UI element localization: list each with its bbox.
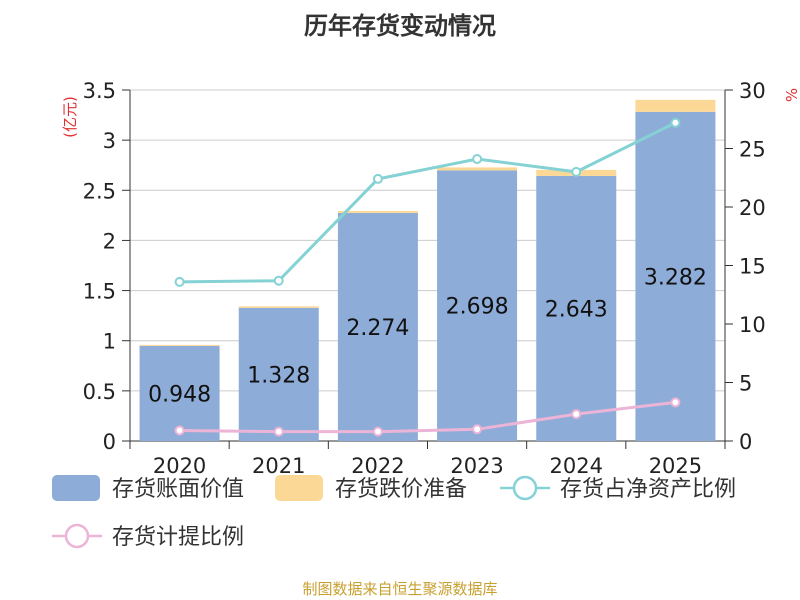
x-tick-label: 2024 [550, 454, 603, 478]
point-inventory-to-net-assets [670, 117, 681, 128]
bar-book-value [337, 212, 418, 441]
point-inventory-to-net-assets [174, 276, 185, 287]
legend-label: 存货计提比例 [112, 525, 244, 550]
chart-title: 历年存货变动情况 [304, 12, 496, 40]
bar-value-label: 2.698 [446, 295, 509, 320]
point-inventory-to-net-assets [571, 166, 582, 177]
point-provision-ratio [174, 425, 185, 436]
point-inventory-to-net-assets [273, 275, 284, 286]
bar-value-label: 2.274 [346, 316, 409, 341]
left-tick-label: 3 [103, 129, 116, 153]
left-axis-unit-label: (亿元) [61, 96, 79, 138]
legend-swatch [52, 475, 100, 501]
bar-value-label: 0.948 [148, 382, 211, 407]
legend-label: 存货跌价准备 [335, 477, 467, 502]
point-provision-ratio [571, 409, 582, 420]
x-tick-label: 2022 [351, 454, 404, 478]
legend-swatch-marker [512, 475, 538, 501]
legend-label: 存货账面价值 [112, 477, 244, 502]
bar-impairment-provision [635, 99, 716, 112]
left-tick-label: 1 [103, 330, 116, 354]
bar-book-value [635, 111, 716, 441]
right-tick-label: 25 [739, 138, 766, 162]
bar-value-label: 3.282 [644, 265, 707, 290]
legend-swatch [275, 475, 323, 501]
left-tick-label: 2 [103, 229, 116, 253]
bar-book-value [536, 175, 617, 441]
x-tick-label: 2020 [153, 454, 206, 478]
bar-impairment-provision [337, 210, 418, 213]
right-tick-label: 30 [739, 79, 766, 103]
point-provision-ratio [372, 426, 383, 437]
source-note: 制图数据来自恒生聚源数据库 [302, 580, 497, 598]
point-provision-ratio [670, 397, 681, 408]
point-inventory-to-net-assets [372, 173, 383, 184]
bar-book-value [437, 170, 518, 441]
left-tick-label: 1.5 [83, 280, 116, 304]
left-tick-label: 3.5 [83, 79, 116, 103]
line-inventory-to-net-assets [179, 121, 677, 284]
point-inventory-to-net-assets [472, 154, 483, 165]
right-tick-label: 10 [739, 313, 766, 337]
bar-value-label: 1.328 [247, 363, 310, 388]
line-provision-ratio [179, 400, 676, 434]
bar-value-label: 2.643 [545, 297, 608, 322]
point-provision-ratio [472, 424, 483, 435]
bar-impairment-provision [238, 306, 319, 308]
right-axis-unit-label: % [783, 88, 800, 102]
bar-book-value [238, 307, 319, 441]
bar-impairment-provision [437, 167, 518, 171]
right-tick-label: 15 [739, 255, 766, 279]
right-tick-label: 0 [739, 430, 752, 454]
x-tick-label: 2025 [649, 454, 702, 478]
x-tick-label: 2021 [252, 454, 305, 478]
legend-swatch-marker [64, 523, 90, 549]
right-tick-label: 20 [739, 196, 766, 220]
legend-label: 存货占净资产比例 [560, 477, 736, 502]
bar-impairment-provision [139, 344, 220, 346]
left-tick-label: 0.5 [83, 380, 116, 404]
point-provision-ratio [273, 426, 284, 437]
right-tick-label: 5 [739, 372, 752, 396]
left-tick-label: 0 [103, 430, 116, 454]
x-tick-label: 2023 [450, 454, 503, 478]
bar-book-value [139, 345, 220, 441]
left-tick-label: 2.5 [83, 179, 116, 203]
